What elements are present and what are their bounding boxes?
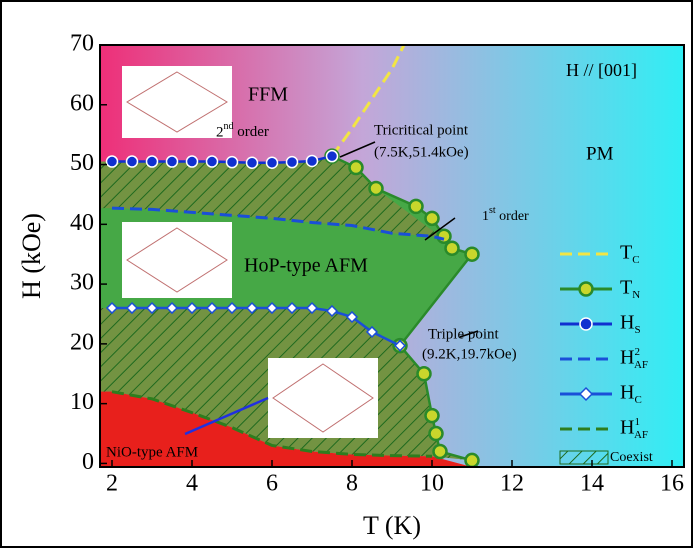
legend-swatch <box>560 451 608 464</box>
annotation: (7.5K,51.4kOe) <box>374 144 469 160</box>
y-tick-label: 50 <box>70 150 94 176</box>
x-tick-label: 2 <box>106 471 118 497</box>
y-tick-label: 40 <box>70 210 94 236</box>
marker <box>227 157 238 168</box>
legend-label-sub: AF <box>634 359 648 371</box>
y-tick-label: 0 <box>82 449 94 475</box>
x-tick-label: 4 <box>186 471 198 497</box>
x-tick-label: 10 <box>420 471 444 497</box>
chart: TCTNHSH2AFHCH1AFCoexist T (K) H (kOe) 24… <box>0 0 693 548</box>
legend-label-sub: AF <box>634 429 648 441</box>
marker <box>426 212 439 225</box>
marker <box>434 445 447 458</box>
y-tick-label: 10 <box>70 389 94 415</box>
marker <box>438 230 451 243</box>
marker <box>187 156 198 167</box>
y-tick-label: 70 <box>70 31 94 57</box>
marker <box>167 156 178 167</box>
marker <box>307 155 318 166</box>
marker <box>446 242 459 255</box>
legend-label-sub: C <box>634 394 641 406</box>
x-tick-label: 16 <box>660 471 684 497</box>
marker <box>327 151 338 162</box>
y-axis-label: H (kOe) <box>17 213 46 299</box>
marker <box>247 157 258 168</box>
x-tick-label: 14 <box>580 471 604 497</box>
legend-label-sub: N <box>632 289 640 301</box>
marker <box>287 157 298 168</box>
marker <box>107 156 118 167</box>
annotation: (9.2K,19.7kOe) <box>422 346 517 362</box>
marker <box>127 156 138 167</box>
y-tick-label: 60 <box>70 90 94 116</box>
annotation: PM <box>586 143 614 164</box>
x-tick-label: 12 <box>500 471 524 497</box>
annotation: H // [001] <box>566 60 637 80</box>
y-tick-label: 30 <box>70 270 94 296</box>
x-tick-label: 6 <box>266 471 278 497</box>
marker <box>147 156 158 167</box>
legend-label-sup: 1 <box>634 416 640 428</box>
legend-label-sup: 2 <box>634 346 640 358</box>
marker <box>410 200 423 213</box>
marker <box>267 157 278 168</box>
annotation: NiO-type AFM <box>106 444 198 460</box>
annotation-rest: order <box>234 124 269 140</box>
x-tick-label: 8 <box>346 471 358 497</box>
legend-marker <box>580 318 592 330</box>
annotation-rest: order <box>496 209 529 224</box>
marker <box>418 367 431 380</box>
marker <box>350 161 363 174</box>
legend-marker <box>580 283 593 296</box>
annotation-sup: nd <box>224 121 234 132</box>
marker <box>466 248 479 261</box>
annotation: Triple point <box>428 326 500 342</box>
marker <box>466 454 479 467</box>
inset-hop <box>122 222 232 298</box>
legend-label-sub: C <box>632 254 639 266</box>
legend-label-sub: S <box>634 324 640 336</box>
marker <box>430 427 443 440</box>
legend-label: Coexist <box>610 450 653 465</box>
x-axis-label: T (K) <box>363 511 421 540</box>
inset-nio <box>268 358 378 438</box>
marker <box>426 409 439 422</box>
marker <box>370 182 383 195</box>
y-tick-label: 20 <box>70 329 94 355</box>
annotation: FFM <box>248 84 288 106</box>
marker <box>207 156 218 167</box>
annotation: HoP-type AFM <box>244 255 368 277</box>
annotation: Tricritical point <box>374 122 469 138</box>
